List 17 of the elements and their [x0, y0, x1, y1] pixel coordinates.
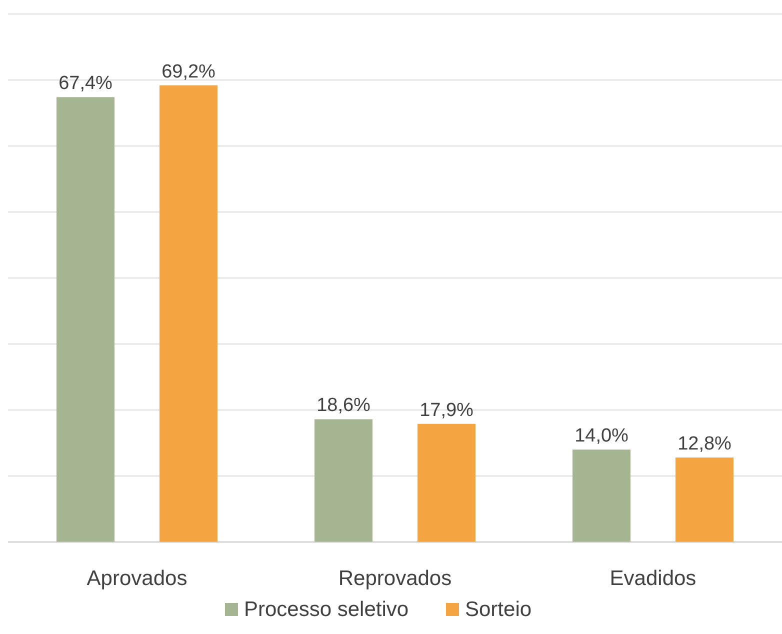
- data-label: 12,8%: [678, 434, 732, 455]
- data-label: 17,9%: [420, 400, 474, 421]
- bar: [160, 85, 218, 542]
- x-tick-label: Aprovados: [86, 567, 188, 590]
- data-label: 18,6%: [316, 395, 371, 416]
- legend-label: Sorteio: [465, 598, 532, 621]
- legend-label: Processo seletivo: [244, 598, 409, 621]
- bar: [314, 419, 372, 542]
- x-tick-label: Reprovados: [338, 567, 452, 590]
- data-label: 14,0%: [574, 426, 629, 447]
- bar: [676, 458, 734, 542]
- bar: [56, 97, 114, 542]
- data-label: 69,2%: [162, 61, 216, 82]
- bar: [418, 424, 476, 542]
- x-tick-label: Evadidos: [610, 567, 696, 590]
- data-label: 67,4%: [58, 73, 113, 94]
- bar: [572, 450, 630, 542]
